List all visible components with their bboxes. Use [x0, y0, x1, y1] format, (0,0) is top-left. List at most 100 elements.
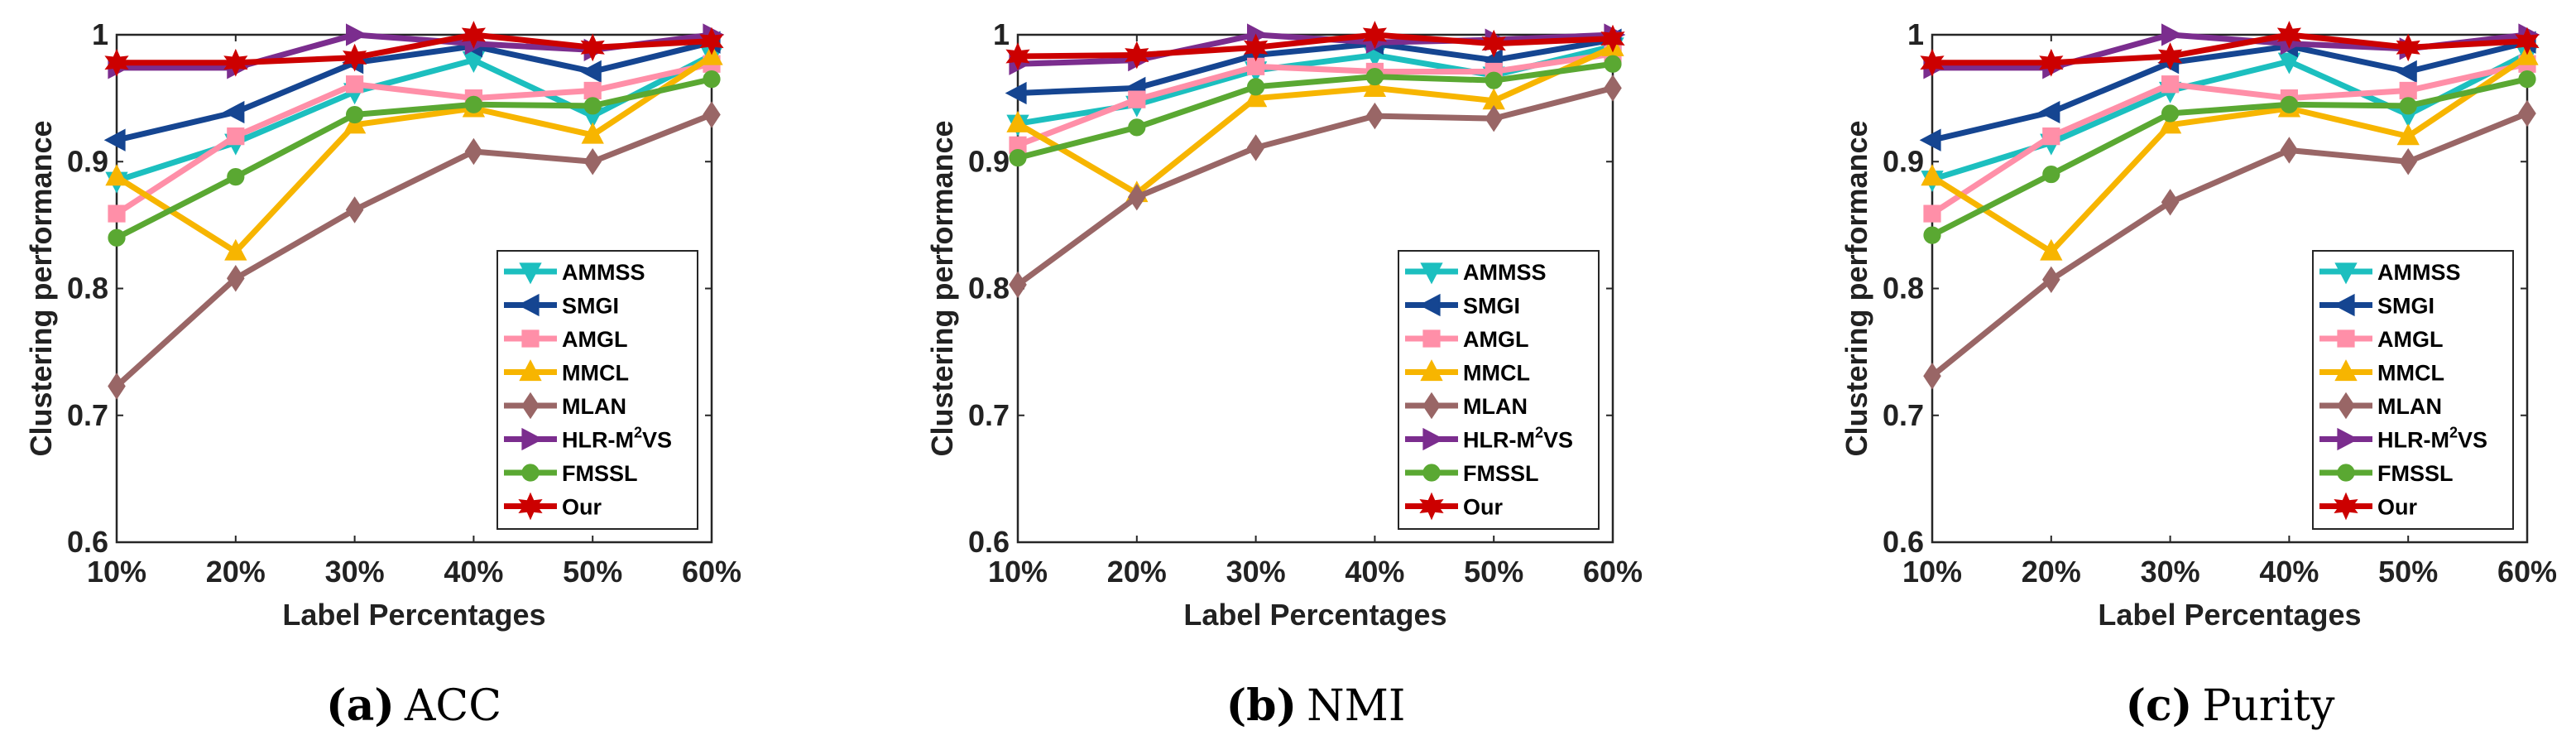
legend-item: AMGL — [1405, 327, 1528, 352]
marker-square — [2337, 329, 2355, 348]
marker-circle — [227, 168, 245, 186]
marker-triangle-up — [1420, 359, 1443, 382]
caption-text: ACC — [404, 681, 501, 731]
marker-triangle-up — [1006, 110, 1029, 132]
caption-text: Purity — [2202, 681, 2335, 731]
marker-circle — [2042, 165, 2060, 184]
legend-item: AMMSS — [1405, 260, 1547, 285]
caption-text: NMI — [1307, 681, 1405, 731]
marker-triangle-up — [224, 238, 247, 261]
legend-label: AMGL — [2377, 327, 2443, 352]
legend-label: SMGI — [2377, 294, 2434, 319]
marker-square — [2161, 75, 2180, 94]
series-mlan — [1009, 75, 1622, 299]
legend-item: FMSSL — [504, 461, 638, 486]
legend-superscript: 2 — [2449, 425, 2458, 441]
legend-label: AMMSS — [562, 260, 645, 285]
marker-triangle-left — [2038, 100, 2060, 124]
x-tick-label: 20% — [2022, 555, 2081, 589]
x-tick-label: 40% — [2259, 555, 2319, 589]
marker-hexagram — [1005, 42, 1030, 70]
x-tick-label: 40% — [444, 555, 503, 589]
x-tick-label: 20% — [206, 555, 266, 589]
legend-label: SMGI — [1463, 294, 1520, 319]
marker-square — [1422, 329, 1441, 348]
marker-triangle-left — [1418, 293, 1441, 317]
marker-triangle-left — [2395, 60, 2417, 84]
marker-diamond — [1127, 183, 1146, 211]
series-fmssl — [108, 70, 721, 247]
marker-square — [2042, 127, 2060, 146]
y-tick-label: 1 — [1907, 17, 1924, 51]
marker-circle — [1247, 78, 1265, 96]
series-line — [1016, 45, 1614, 197]
marker-diamond — [226, 265, 245, 292]
marker-square — [227, 127, 245, 146]
legend-label: FMSSL — [562, 461, 638, 486]
legend: AMMSS SMGI AMGL MMCL MLAN HLR-M2VS FMSSL Our — [1398, 250, 1600, 530]
legend-label: Our — [2377, 495, 2417, 520]
legend-item: MLAN — [504, 392, 626, 420]
x-axis-label: Label Percentages — [2098, 598, 2361, 632]
x-tick-label: 30% — [325, 555, 385, 589]
series-line — [1017, 60, 1614, 161]
marker-triangle-up — [1244, 85, 1268, 108]
marker-hexagram — [223, 48, 248, 77]
legend-label: MMCL — [562, 361, 629, 386]
marker-diamond — [2337, 392, 2355, 420]
legend-label: MMCL — [1463, 361, 1530, 386]
legend-item: Our — [2319, 492, 2417, 521]
marker-diamond — [2518, 99, 2536, 127]
marker-circle — [1009, 149, 1027, 167]
marker-diamond — [464, 137, 483, 166]
marker-square — [1923, 204, 1941, 223]
legend-item: MMCL — [1405, 359, 1530, 386]
marker-hexagram — [1362, 21, 1388, 49]
legend-suffix: VS — [2458, 428, 2487, 453]
marker-square — [108, 204, 126, 223]
marker-diamond — [2399, 148, 2418, 175]
marker-triangle-left — [579, 60, 602, 84]
marker-square — [1128, 90, 1146, 108]
y-tick-label: 0.7 — [67, 398, 108, 432]
marker-hexagram — [2039, 48, 2064, 77]
legend-item: SMGI — [2319, 294, 2434, 319]
x-tick-label: 10% — [988, 555, 1048, 589]
legend-label: MMCL — [2377, 361, 2444, 386]
caption-letter: (a) — [326, 680, 395, 731]
x-tick-label: 60% — [2497, 555, 2557, 589]
x-tick-label: 60% — [1583, 555, 1643, 589]
y-tick-label: 0.6 — [1883, 525, 1924, 559]
marker-triangle-left — [1919, 128, 1941, 151]
marker-hexagram — [1600, 24, 1625, 53]
marker-hexagram — [2515, 26, 2540, 55]
marker-circle — [2280, 95, 2298, 113]
marker-triangle-right — [2161, 23, 2183, 46]
marker-triangle-down — [519, 262, 542, 285]
legend-label: MLAN — [1463, 394, 1528, 419]
marker-diamond — [703, 101, 721, 128]
caption-letter: (c) — [2125, 680, 2192, 731]
y-axis-label: Clustering performance — [24, 120, 58, 456]
marker-diamond — [1422, 392, 1441, 420]
marker-diamond — [583, 148, 602, 175]
series-our — [1920, 21, 2540, 77]
marker-circle — [2161, 104, 2180, 123]
marker-diamond — [1923, 363, 1941, 390]
marker-circle — [108, 228, 126, 247]
legend-label: MLAN — [562, 394, 626, 419]
series-line — [1932, 31, 2528, 66]
legend-box — [2312, 250, 2514, 530]
legend-label: AMGL — [562, 327, 627, 352]
legend-label: FMSSL — [2377, 461, 2454, 486]
x-tick-label: 60% — [682, 555, 741, 589]
legend-item: HLR-M2VS — [504, 425, 672, 453]
y-tick-label: 1 — [92, 17, 108, 51]
y-tick-label: 0.8 — [1883, 272, 1924, 305]
marker-circle — [521, 464, 540, 482]
legend-label: HLR-M2VS — [2377, 425, 2487, 453]
marker-triangle-left — [103, 128, 126, 151]
series-amgl — [108, 55, 721, 223]
marker-diamond — [108, 373, 126, 400]
marker-diamond — [1246, 134, 1265, 161]
